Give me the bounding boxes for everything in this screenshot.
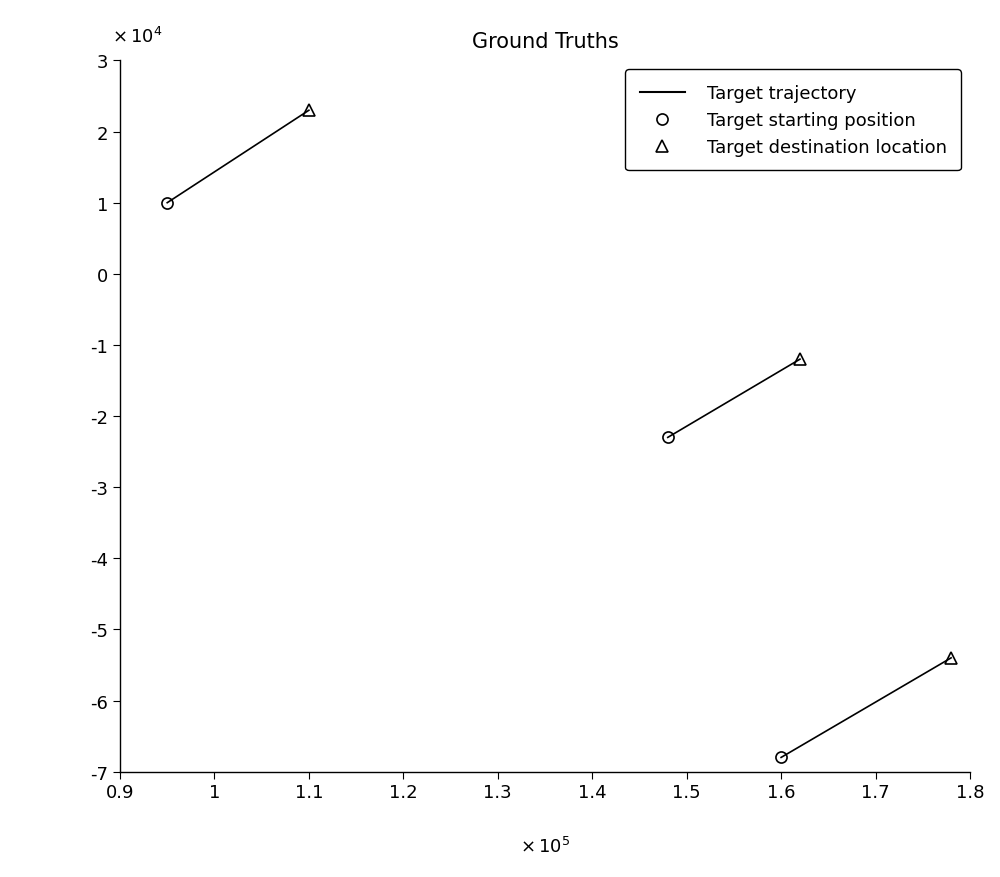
Text: $\times\,10^{5}$: $\times\,10^{5}$ [520, 836, 570, 856]
Title: Ground Truths: Ground Truths [472, 32, 618, 52]
Legend: Target trajectory, Target starting position, Target destination location: Target trajectory, Target starting posit… [625, 70, 961, 171]
Text: $\times\,10^{4}$: $\times\,10^{4}$ [112, 27, 162, 47]
